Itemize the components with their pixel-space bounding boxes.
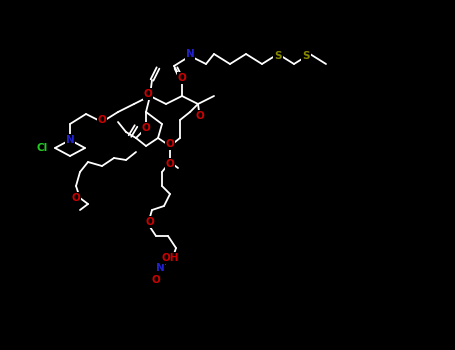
Text: O: O bbox=[98, 115, 106, 125]
Text: O: O bbox=[166, 139, 174, 149]
Text: O: O bbox=[166, 159, 174, 169]
Text: N: N bbox=[186, 49, 194, 59]
Text: O: O bbox=[144, 89, 152, 99]
Text: O: O bbox=[71, 193, 81, 203]
Text: Cl: Cl bbox=[36, 143, 48, 153]
Text: S: S bbox=[274, 51, 282, 61]
Text: OH: OH bbox=[161, 253, 179, 263]
Text: N: N bbox=[156, 263, 164, 273]
Text: O: O bbox=[177, 73, 187, 83]
Text: O: O bbox=[152, 275, 160, 285]
Text: N: N bbox=[66, 135, 74, 145]
Text: O: O bbox=[146, 217, 154, 227]
Text: O: O bbox=[142, 123, 150, 133]
Text: S: S bbox=[302, 51, 310, 61]
Text: O: O bbox=[196, 111, 204, 121]
